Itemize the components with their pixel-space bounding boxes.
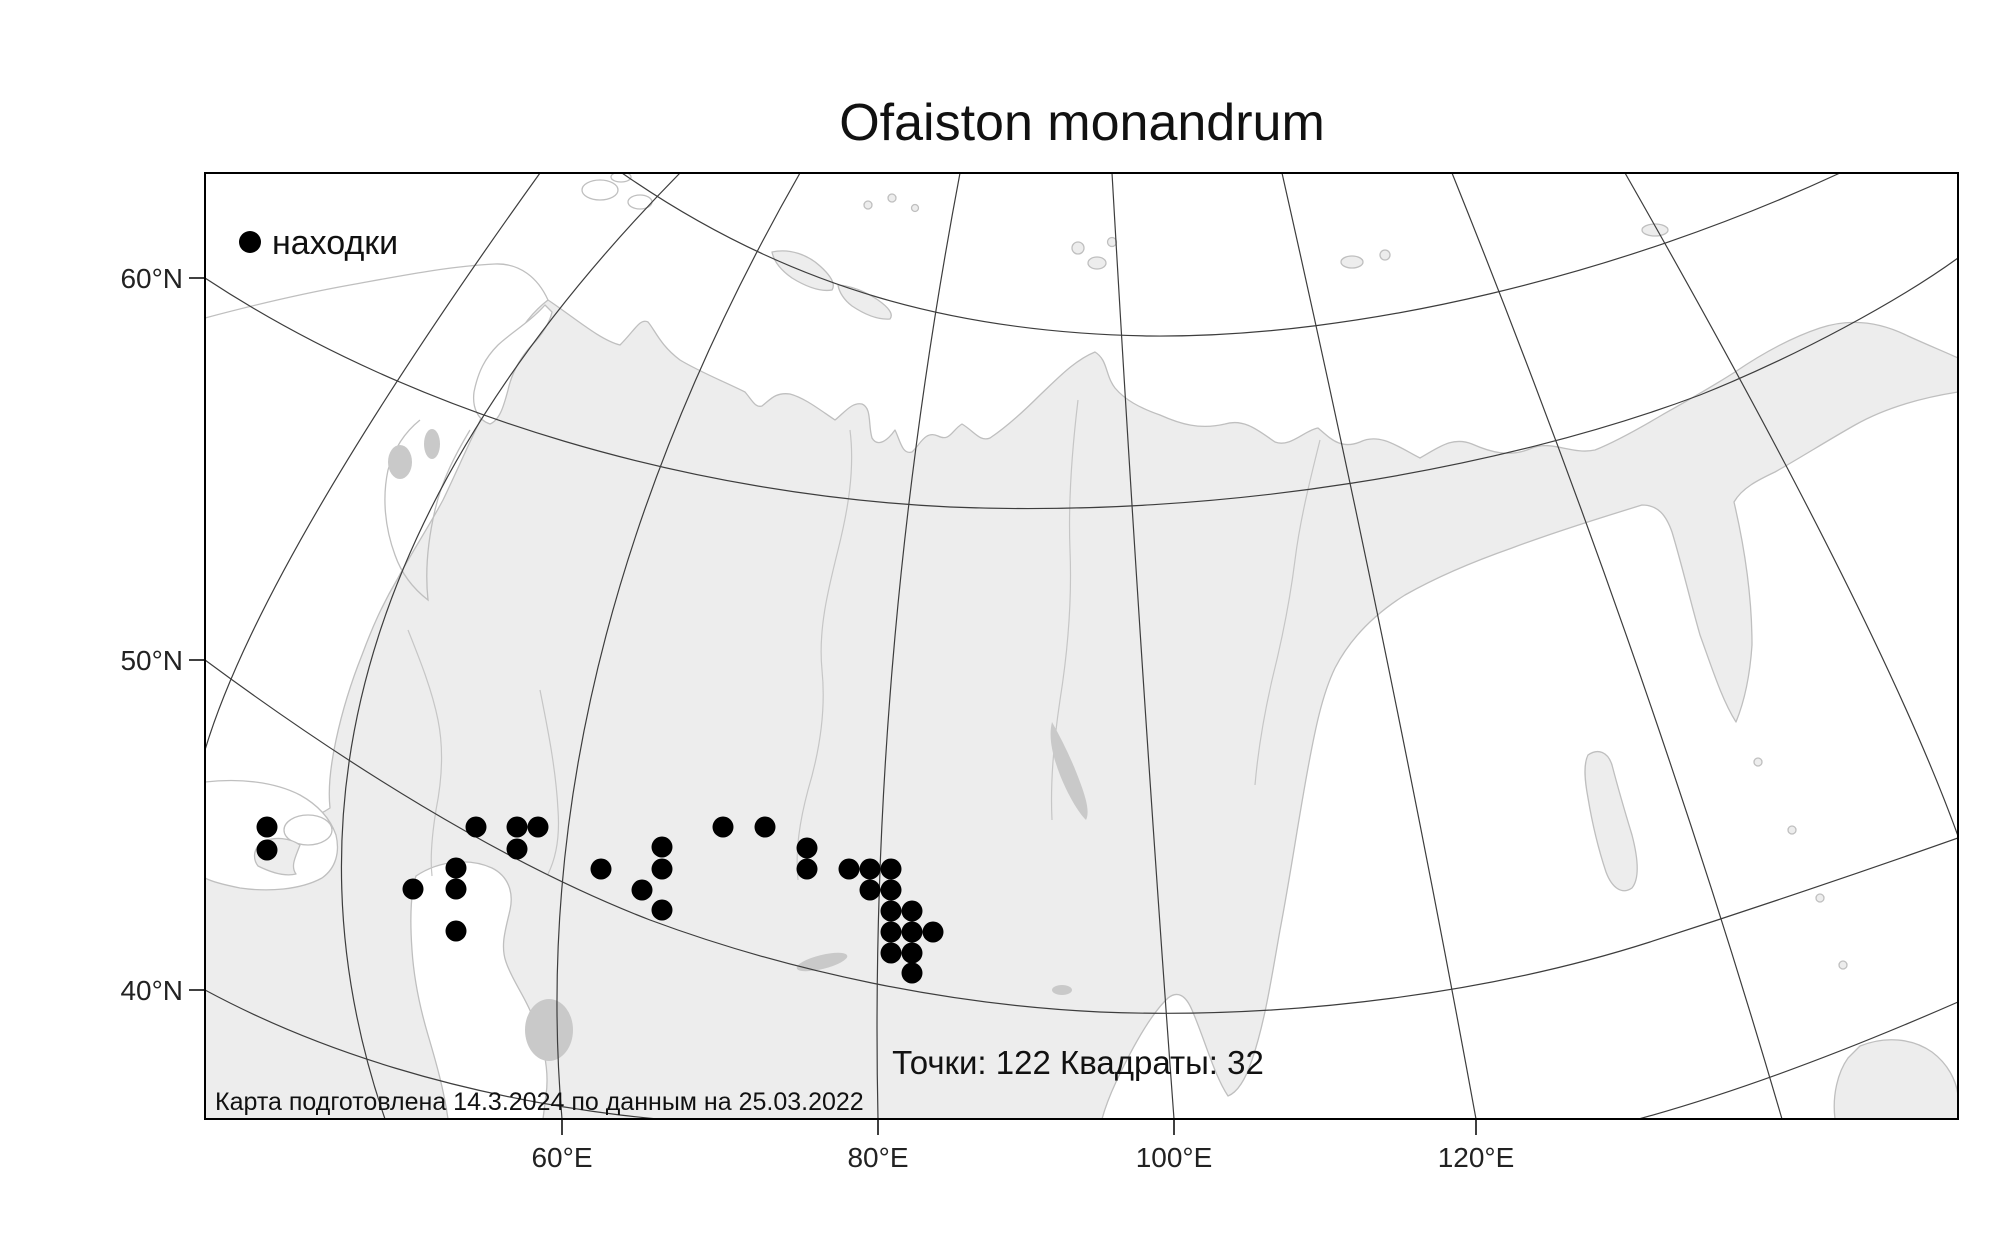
graticule	[205, 173, 1958, 1119]
meridian-100e	[1111, 173, 1175, 1119]
new-siberian-islands	[1340, 255, 1364, 269]
finding-dot	[506, 838, 528, 860]
lat-label: 40°N	[120, 975, 183, 1006]
lake-ladoga	[388, 445, 412, 479]
finding-dot	[880, 921, 902, 943]
severnaya-zemlya	[1106, 236, 1118, 248]
lake-balkhash	[796, 952, 848, 972]
kuril-islands	[1815, 893, 1825, 903]
scandinavia-coastline	[205, 173, 653, 602]
finding-dot	[796, 837, 818, 859]
finding-dot	[754, 816, 776, 838]
meridian-120e	[1281, 173, 1477, 1119]
finding-dot	[631, 879, 653, 901]
river-volga	[407, 629, 443, 877]
finding-dot	[256, 816, 278, 838]
finding-dot	[880, 900, 902, 922]
lat-label: 60°N	[120, 263, 183, 294]
meridian-40e	[340, 173, 681, 1119]
finding-dot	[880, 879, 902, 901]
caption-text: Карта подготовлена 14.3.2024 по данным н…	[215, 1088, 864, 1116]
finding-dot	[712, 816, 734, 838]
sea-of-azov	[283, 814, 333, 846]
lon-label: 60°E	[531, 1142, 592, 1173]
seas	[205, 304, 1958, 1119]
parallel-60n	[205, 257, 1958, 510]
parallel-40n-east	[1636, 1001, 1958, 1119]
lake-zaysan	[1052, 985, 1072, 995]
finding-dot	[859, 858, 881, 880]
finding-dot	[859, 879, 881, 901]
meridian-80e	[876, 173, 961, 1119]
finding-dot	[880, 858, 902, 880]
finding-dot	[901, 942, 923, 964]
finding-dot	[445, 878, 467, 900]
finding-dot	[651, 836, 673, 858]
pacific-okhotsk-sea	[1101, 391, 1958, 1119]
finding-dot	[901, 921, 923, 943]
legend: находки	[239, 224, 398, 262]
findings-dots-layer	[256, 816, 944, 984]
finding-dot	[922, 921, 944, 943]
axis-ticks-layer	[189, 277, 1477, 1135]
sakhalin	[1584, 751, 1638, 892]
kuril-islands	[1787, 825, 1797, 835]
franz-josef-land	[863, 200, 873, 210]
river-ural	[539, 689, 560, 875]
severnaya-zemlya	[1071, 241, 1085, 255]
finding-dot	[465, 816, 487, 838]
kuril-islands	[1838, 960, 1848, 970]
finding-dot	[901, 900, 923, 922]
lon-label: 80°E	[847, 1142, 908, 1173]
finding-dot	[901, 962, 923, 984]
lat-label: 50°N	[120, 645, 183, 676]
axis-labels-layer: 60°N 50°N 40°N 60°E 80°E 100°E 120°E	[120, 263, 1514, 1173]
parallel-70n	[621, 173, 1841, 337]
lakes	[388, 429, 1088, 1061]
hokkaido-japan	[1833, 1039, 1958, 1119]
franz-josef-land	[887, 193, 897, 203]
finding-dot	[796, 858, 818, 880]
legend-label: находки	[272, 224, 398, 262]
parallel-40n-west	[205, 989, 665, 1119]
lon-label: 100°E	[1136, 1142, 1213, 1173]
finding-dot	[880, 942, 902, 964]
finding-dot	[838, 858, 860, 880]
rivers	[407, 399, 1321, 881]
finding-dot	[256, 839, 278, 861]
new-siberian-islands	[1379, 249, 1391, 261]
meridian-60e	[556, 173, 801, 1119]
kuril-islands	[1753, 757, 1763, 767]
lake-baikal	[1050, 722, 1088, 820]
wrangel-island	[1641, 223, 1669, 237]
lake-onega	[424, 429, 440, 459]
meridian-160e	[1624, 173, 1958, 837]
meridian-140e	[1451, 173, 1783, 1119]
finding-dot	[651, 858, 673, 880]
legend-dot-icon	[239, 231, 261, 253]
novaya-zemlya-south	[837, 284, 892, 320]
finding-dot	[590, 858, 612, 880]
map-title: Ofaiston monandrum	[839, 94, 1325, 152]
franz-josef-land	[910, 203, 920, 213]
finding-dot	[445, 857, 467, 879]
finding-dot	[527, 816, 549, 838]
finding-dot	[506, 816, 528, 838]
finding-dot	[651, 899, 673, 921]
meridian-20e	[205, 173, 541, 751]
river-lena	[1254, 439, 1321, 786]
map-frame	[204, 172, 1959, 1120]
aral-sea	[525, 999, 573, 1061]
stats-text: Точки: 122 Квадраты: 32	[892, 1044, 1264, 1081]
finding-dot	[445, 920, 467, 942]
finding-dot	[402, 878, 424, 900]
lon-label: 120°E	[1438, 1142, 1515, 1173]
severnaya-zemlya	[1087, 256, 1107, 270]
river-ob	[796, 429, 853, 881]
parallel-50n	[205, 659, 1958, 1014]
